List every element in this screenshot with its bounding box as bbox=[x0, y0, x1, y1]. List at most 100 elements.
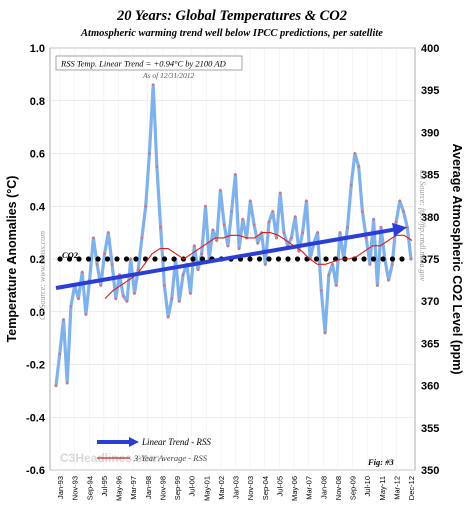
temperature-point bbox=[275, 236, 278, 240]
temperature-point bbox=[92, 236, 95, 240]
temperature-point bbox=[278, 191, 282, 195]
co2-dot bbox=[285, 256, 291, 262]
temperature-point bbox=[196, 268, 200, 271]
temperature-point bbox=[129, 257, 133, 261]
temperature-point bbox=[256, 241, 260, 245]
temperature-point bbox=[364, 236, 368, 240]
x-tick-label: Sep-94 bbox=[85, 476, 94, 500]
temperature-point bbox=[237, 247, 241, 250]
chart-title: 20 Years: Global Temperatures & CO2 bbox=[116, 8, 347, 24]
x-tick-label: Nov-08 bbox=[334, 476, 343, 500]
co2-dot bbox=[389, 256, 396, 262]
x-tick-label: May-11 bbox=[378, 476, 387, 500]
temperature-point bbox=[387, 278, 390, 282]
temperature-point bbox=[159, 226, 162, 229]
temperature-point bbox=[398, 199, 402, 203]
temperature-point bbox=[376, 284, 379, 287]
temperature-point bbox=[305, 199, 308, 203]
temperature-point bbox=[99, 284, 103, 287]
temperature-point bbox=[353, 152, 357, 155]
temperature-point bbox=[189, 291, 192, 295]
temperature-point bbox=[95, 262, 99, 266]
co2-dot bbox=[256, 256, 263, 262]
co2-dot bbox=[123, 256, 130, 262]
temperature-point bbox=[402, 210, 405, 213]
y2-axis-label: Average Atmospheric CO2 Level (ppm) bbox=[450, 143, 464, 374]
co2-dot bbox=[114, 256, 120, 262]
right-axis-ticks: 400 395 390 385 380 375 370 365 360 355 350 bbox=[421, 43, 439, 477]
co2-dot bbox=[104, 256, 111, 262]
temperature-point bbox=[144, 204, 147, 208]
temperature-point bbox=[361, 210, 364, 213]
co2-dot bbox=[66, 256, 73, 262]
temperature-point bbox=[249, 199, 252, 203]
co2-dot bbox=[171, 256, 177, 262]
temperature-point bbox=[170, 297, 174, 300]
y-tick-label: -0.6 bbox=[26, 465, 45, 477]
temperature-point bbox=[77, 297, 80, 300]
temperature-point bbox=[204, 204, 207, 208]
temperature-point bbox=[405, 226, 409, 229]
temperature-point bbox=[222, 223, 226, 227]
temperature-point bbox=[192, 244, 196, 248]
y2-tick-label: 365 bbox=[421, 338, 439, 350]
source-right-text: C3 Source: ftp://ftp.cmdl.noaa.gov bbox=[418, 170, 427, 281]
temperature-point bbox=[320, 289, 323, 292]
temperature-point bbox=[69, 305, 73, 308]
x-tick-label: May-01 bbox=[202, 476, 211, 501]
temperature-point bbox=[230, 210, 233, 213]
co2-dot bbox=[323, 256, 329, 262]
temperature-point bbox=[234, 173, 237, 176]
temperature-point bbox=[200, 252, 204, 256]
temperature-point bbox=[215, 239, 218, 242]
x-tick-label: Jul-10 bbox=[363, 476, 372, 496]
x-tick-label: May-06 bbox=[290, 476, 299, 501]
temperature-point bbox=[178, 299, 181, 303]
x-tick-label: May-96 bbox=[115, 476, 124, 501]
y-tick-label: -0.2 bbox=[26, 360, 45, 372]
y2-tick-label: 380 bbox=[421, 212, 439, 224]
temperature-point bbox=[80, 270, 84, 274]
co2-dot bbox=[95, 256, 101, 262]
co2-dot bbox=[266, 256, 272, 262]
linear-trend-line bbox=[55, 227, 398, 290]
co2-dot bbox=[313, 256, 320, 262]
co2-dot bbox=[85, 256, 92, 262]
x-tick-label: Jul-05 bbox=[275, 476, 284, 496]
y2-tick-label: 400 bbox=[421, 43, 439, 55]
x-axis-ticks: Jan-93 Nov-93 Sep-94 Jul-95 May-96 Mar-97 Jan-… bbox=[56, 476, 416, 501]
temperature-point bbox=[140, 236, 144, 240]
y2-tick-label: 350 bbox=[421, 465, 439, 477]
x-tick-label: Mar-97 bbox=[129, 476, 138, 500]
temperature-point bbox=[58, 352, 62, 356]
temperature-point bbox=[327, 273, 331, 277]
y-tick-label: -0.4 bbox=[26, 412, 46, 424]
y2-tick-label: 370 bbox=[421, 296, 439, 308]
temperature-point bbox=[338, 231, 342, 234]
trend-note-box bbox=[55, 55, 243, 71]
y2-tick-label: 390 bbox=[421, 127, 439, 139]
temperature-point bbox=[316, 231, 319, 234]
temperature-point bbox=[301, 231, 304, 234]
legend-avg-label: 3-Year Average - RSS bbox=[133, 453, 208, 463]
temperature-point bbox=[331, 262, 334, 266]
temperature-point bbox=[65, 381, 69, 385]
temperature-point bbox=[121, 294, 125, 298]
as-of-text: As of 12/31/2012 bbox=[142, 71, 195, 80]
temperature-point bbox=[357, 165, 360, 168]
temperature-point bbox=[84, 313, 88, 316]
chart-subtitle: Atmospheric warming trend well below IPC… bbox=[80, 28, 383, 39]
x-tick-label: Sep-09 bbox=[349, 476, 358, 500]
temperature-point bbox=[297, 249, 301, 253]
co2-dot bbox=[161, 256, 168, 262]
x-tick-label: Jan-93 bbox=[56, 476, 65, 499]
temperature-point bbox=[62, 318, 65, 321]
fig-label: Fig: #3 bbox=[367, 457, 394, 467]
temperature-point bbox=[107, 231, 110, 234]
temperature-point bbox=[110, 262, 114, 266]
y2-tick-label: 395 bbox=[421, 85, 439, 97]
co2-dot bbox=[304, 256, 310, 262]
temperature-point bbox=[293, 215, 297, 219]
temperature-point bbox=[409, 257, 413, 261]
co2-dot bbox=[152, 256, 158, 262]
